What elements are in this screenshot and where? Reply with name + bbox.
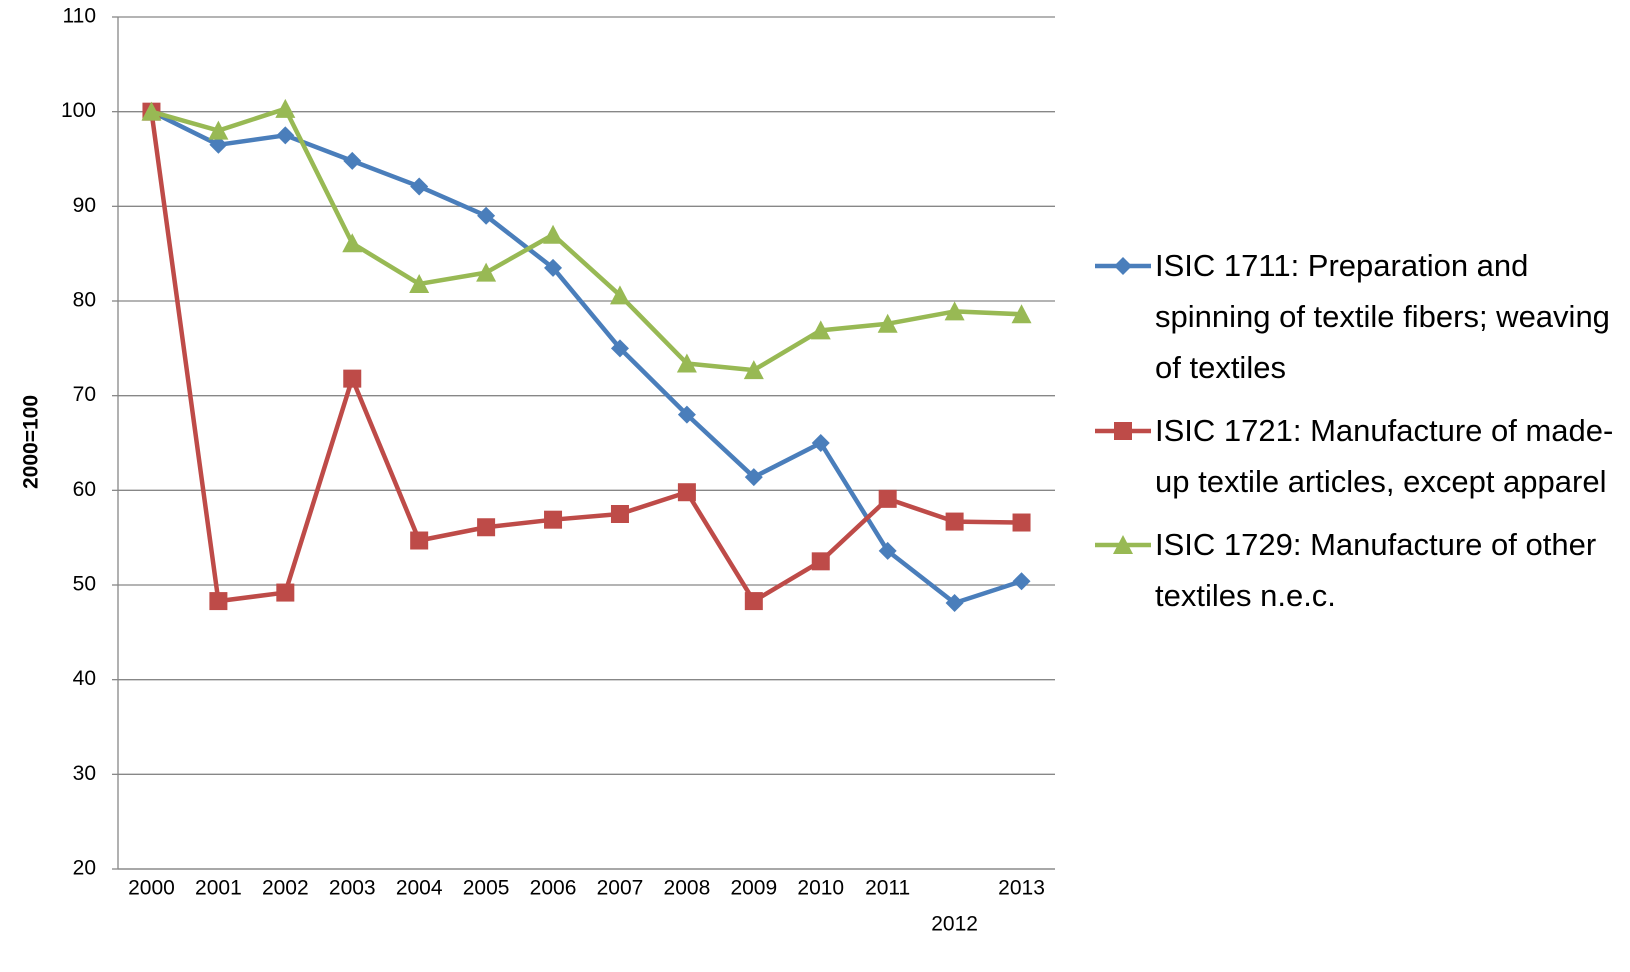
y-tick-label: 80 bbox=[73, 289, 96, 312]
x-tick-label: 2006 bbox=[530, 877, 577, 900]
x-tick-label: 2008 bbox=[664, 877, 711, 900]
point bbox=[342, 233, 363, 253]
point bbox=[743, 360, 764, 380]
x-tick-label: 2009 bbox=[730, 877, 777, 900]
point bbox=[877, 313, 898, 333]
point bbox=[878, 541, 897, 560]
series-line bbox=[150, 106, 1022, 373]
legend-marker bbox=[1114, 257, 1132, 275]
point bbox=[610, 505, 629, 523]
point bbox=[544, 258, 563, 277]
legend-marker bbox=[1114, 422, 1132, 440]
x-tick-label: 2013 bbox=[998, 877, 1045, 900]
point bbox=[477, 206, 496, 225]
y-tick-label: 100 bbox=[61, 99, 96, 122]
point bbox=[744, 468, 763, 487]
point bbox=[744, 592, 763, 611]
legend-label: ISIC 1711: Preparation and spinning of t… bbox=[1155, 248, 1610, 385]
x-tick-label: 2003 bbox=[329, 877, 376, 900]
point bbox=[343, 151, 362, 170]
point bbox=[410, 177, 429, 196]
point bbox=[811, 552, 830, 571]
point bbox=[676, 353, 697, 373]
point bbox=[677, 483, 696, 502]
point bbox=[477, 518, 496, 537]
x-tick-label: 2001 bbox=[195, 877, 242, 900]
y-tick-label: 90 bbox=[73, 194, 96, 217]
point bbox=[275, 98, 296, 118]
point bbox=[1011, 304, 1032, 324]
point bbox=[878, 489, 897, 508]
x-tick-label: 2011 bbox=[865, 877, 910, 900]
point bbox=[811, 434, 830, 452]
point bbox=[1012, 513, 1031, 532]
point bbox=[410, 531, 429, 550]
legend-label: ISIC 1721: Manufacture of made-up textil… bbox=[1155, 413, 1614, 499]
legend-entry: ISIC 1711: Preparation and spinning of t… bbox=[1095, 240, 1625, 393]
point bbox=[276, 126, 295, 145]
point bbox=[476, 262, 497, 282]
y-tick-label: 20 bbox=[73, 857, 96, 880]
legend: ISIC 1711: Preparation and spinning of t… bbox=[1095, 240, 1625, 633]
point bbox=[610, 339, 629, 358]
point bbox=[1012, 572, 1031, 591]
point bbox=[209, 135, 228, 154]
point bbox=[209, 592, 228, 611]
point bbox=[543, 224, 564, 244]
x-tick-label: 2010 bbox=[797, 877, 844, 900]
legend-icon bbox=[1095, 422, 1151, 440]
x-tick-label: 2007 bbox=[597, 877, 644, 900]
x-tick-label: 2002 bbox=[262, 877, 309, 900]
y-tick-label: 40 bbox=[73, 667, 96, 690]
legend-entry: ISIC 1729: Manufacture of other textiles… bbox=[1095, 519, 1625, 621]
point bbox=[945, 593, 964, 612]
series-line bbox=[150, 109, 1023, 606]
point bbox=[945, 512, 964, 531]
point bbox=[343, 369, 362, 388]
point bbox=[276, 583, 295, 602]
legend-icon bbox=[1095, 535, 1151, 554]
legend-marker bbox=[1113, 535, 1133, 554]
legend-label: ISIC 1729: Manufacture of other textiles… bbox=[1155, 527, 1597, 613]
y-tick-label: 110 bbox=[63, 5, 96, 28]
y-tick-label: 70 bbox=[73, 383, 96, 406]
x-tick-label: 2004 bbox=[396, 877, 443, 900]
point bbox=[810, 320, 831, 340]
y-axis-label: 2000=100 bbox=[20, 395, 43, 489]
series-line bbox=[149, 111, 1022, 604]
point bbox=[944, 301, 965, 321]
point bbox=[208, 120, 229, 140]
point bbox=[141, 101, 162, 121]
point bbox=[409, 273, 430, 293]
y-tick-label: 30 bbox=[73, 762, 96, 785]
x-tick-label: 2012 bbox=[931, 913, 978, 936]
point bbox=[677, 405, 696, 424]
legend-icon bbox=[1095, 257, 1151, 275]
x-tick-label: 2000 bbox=[128, 877, 175, 900]
point bbox=[609, 285, 630, 305]
legend-entry: ISIC 1721: Manufacture of made-up textil… bbox=[1095, 405, 1625, 507]
y-tick-label: 50 bbox=[73, 573, 96, 596]
y-tick-label: 60 bbox=[73, 478, 96, 501]
point bbox=[544, 510, 563, 529]
x-tick-label: 2005 bbox=[463, 877, 510, 900]
